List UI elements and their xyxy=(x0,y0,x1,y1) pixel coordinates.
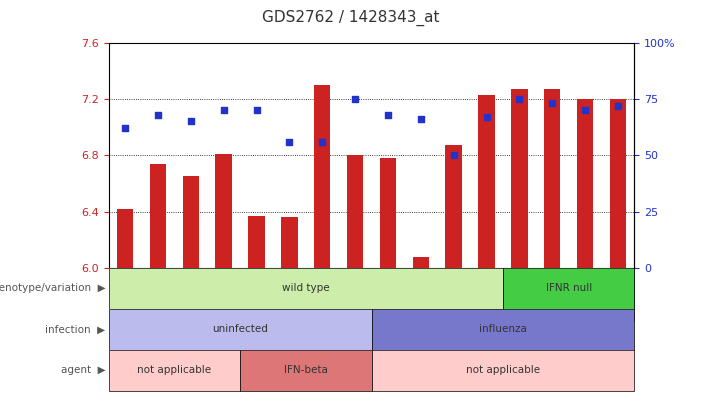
Bar xyxy=(109,350,240,391)
Bar xyxy=(281,217,298,268)
Point xyxy=(580,107,591,113)
Bar xyxy=(380,158,396,268)
Point xyxy=(481,114,492,120)
Text: uninfected: uninfected xyxy=(212,324,268,335)
Text: infection  ▶: infection ▶ xyxy=(45,324,105,335)
Text: IFNR null: IFNR null xyxy=(545,284,592,293)
Point xyxy=(382,111,393,118)
Point xyxy=(152,111,163,118)
Bar xyxy=(610,99,626,268)
Text: wild type: wild type xyxy=(282,284,329,293)
Text: not applicable: not applicable xyxy=(466,365,540,375)
Bar xyxy=(511,89,528,268)
Bar xyxy=(347,155,363,268)
Bar xyxy=(215,154,232,268)
Text: genotype/variation  ▶: genotype/variation ▶ xyxy=(0,284,105,293)
Bar xyxy=(109,268,503,309)
Point xyxy=(448,152,459,158)
Point xyxy=(547,100,558,107)
Text: GDS2762 / 1428343_at: GDS2762 / 1428343_at xyxy=(261,10,440,26)
Bar xyxy=(372,350,634,391)
Bar xyxy=(413,257,429,268)
Bar xyxy=(109,309,372,350)
Bar xyxy=(445,145,462,268)
Bar xyxy=(577,99,593,268)
Bar xyxy=(182,176,199,268)
Point xyxy=(514,96,525,102)
Bar xyxy=(248,216,265,268)
Bar xyxy=(544,89,561,268)
Point xyxy=(218,107,229,113)
Bar xyxy=(478,95,495,268)
Text: IFN-beta: IFN-beta xyxy=(284,365,328,375)
Point xyxy=(317,139,328,145)
Point xyxy=(350,96,361,102)
Bar xyxy=(503,268,634,309)
Bar xyxy=(314,85,330,268)
Text: agent  ▶: agent ▶ xyxy=(60,365,105,375)
Point xyxy=(415,116,426,122)
Text: influenza: influenza xyxy=(479,324,527,335)
Bar xyxy=(117,209,133,268)
Point xyxy=(251,107,262,113)
Text: not applicable: not applicable xyxy=(137,365,212,375)
Point xyxy=(284,139,295,145)
Point xyxy=(119,125,130,131)
Bar xyxy=(372,309,634,350)
Point xyxy=(613,102,624,109)
Bar xyxy=(150,164,166,268)
Point xyxy=(185,118,196,125)
Bar xyxy=(240,350,372,391)
